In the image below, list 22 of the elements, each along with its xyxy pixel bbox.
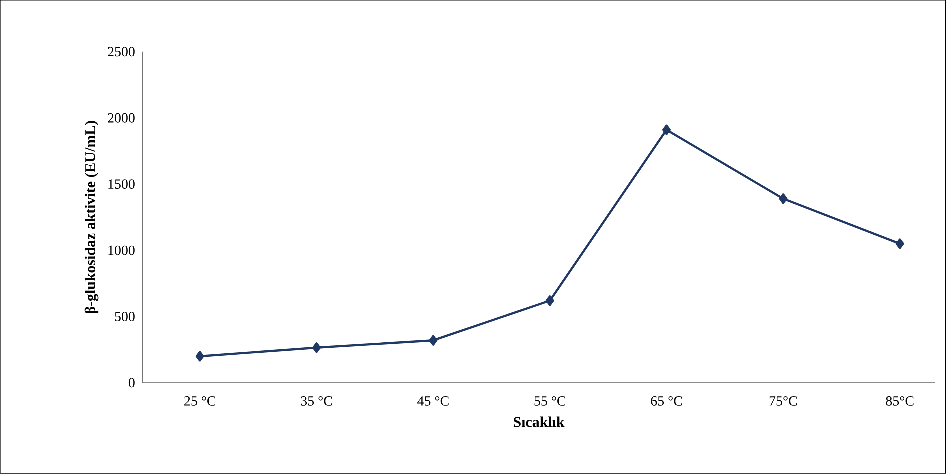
point (779, 194, 788, 204)
point (312, 342, 321, 354)
x-tick-label: 55 °C (534, 396, 566, 406)
y-tick-label: 0 (128, 378, 135, 388)
x-tick-label: 85°C (886, 396, 914, 406)
y-tick-label: 1000 (108, 246, 135, 256)
point (429, 335, 438, 346)
y-tick-label: 2000 (108, 113, 135, 123)
y-tick-label: 2500 (108, 47, 135, 57)
y-tick-label: 1500 (108, 180, 135, 190)
point (896, 238, 904, 250)
x-tick-label: 75°C (770, 396, 798, 406)
x-tick-label: 35 °C (301, 396, 332, 406)
x-tick-label: 25 °C (184, 396, 216, 406)
y-axis-title: β-glukosidaz aktivite (EU/mL) (84, 121, 99, 314)
point (546, 296, 554, 306)
point (662, 124, 671, 136)
x-tick-label: 65 °C (651, 396, 682, 406)
y-tick-label: 500 (115, 312, 135, 322)
point (196, 351, 204, 362)
x-axis-title: Sıcaklık (514, 416, 565, 428)
x-tick-label: 45 °C (418, 396, 449, 406)
